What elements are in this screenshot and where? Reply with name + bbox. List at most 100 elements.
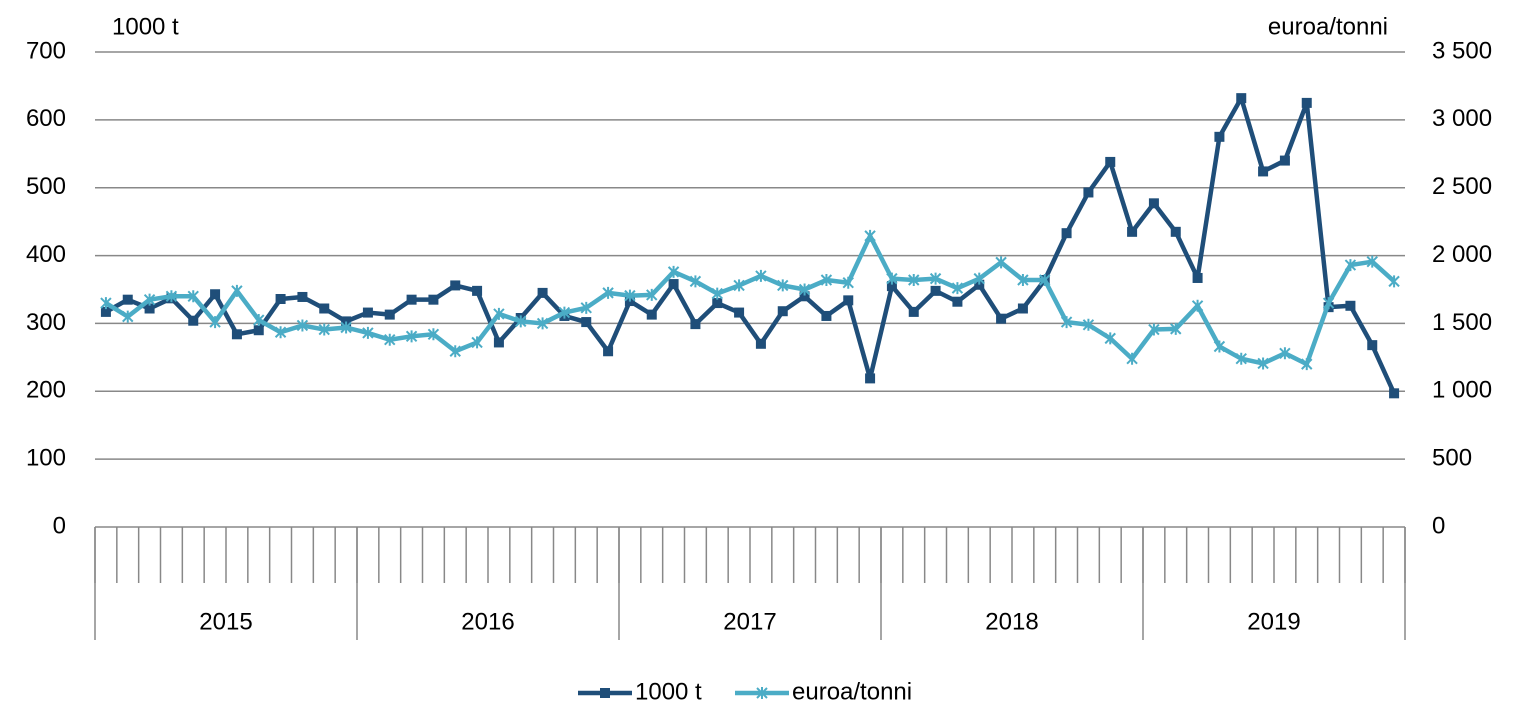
- y-tick-label: 500: [26, 173, 66, 200]
- marker: [275, 294, 286, 304]
- marker: [996, 313, 1007, 324]
- series: [100, 93, 1400, 399]
- marker: [297, 291, 308, 302]
- marker: [864, 229, 876, 242]
- marker: [1082, 318, 1095, 331]
- marker: [384, 309, 395, 320]
- marker: [689, 275, 702, 288]
- marker: [319, 303, 330, 314]
- marker: [755, 269, 767, 282]
- marker: [1192, 272, 1203, 283]
- y-tick-label: 200: [26, 377, 66, 404]
- y2-tick-label: 500: [1432, 444, 1472, 471]
- marker: [1388, 275, 1400, 288]
- marker: [798, 283, 811, 296]
- marker: [865, 373, 876, 384]
- marker: [1126, 352, 1138, 365]
- marker: [231, 329, 242, 340]
- marker: [1301, 97, 1312, 108]
- series: [100, 229, 1400, 371]
- y-tick-label: 100: [26, 444, 66, 471]
- y-tick-label: 700: [26, 37, 66, 64]
- marker: [777, 306, 788, 317]
- marker: [690, 319, 701, 330]
- year-label: 2017: [723, 608, 776, 635]
- marker: [536, 317, 549, 330]
- marker: [209, 316, 221, 329]
- marker: [952, 296, 963, 307]
- marker: [144, 303, 155, 314]
- marker: [624, 289, 636, 302]
- marker: [995, 256, 1007, 269]
- marker: [886, 281, 897, 292]
- marker: [493, 307, 505, 320]
- marker: [187, 290, 199, 303]
- y2-tick-label: 2 500: [1432, 173, 1492, 200]
- marker: [1017, 274, 1029, 286]
- year-label: 2015: [199, 608, 252, 635]
- marker: [1061, 228, 1072, 239]
- line: [104, 95, 1397, 395]
- y-tick-label: 600: [26, 105, 66, 132]
- marker: [450, 280, 461, 291]
- legend-label: euroa/tonni: [792, 678, 912, 705]
- marker: [1257, 357, 1269, 370]
- marker: [1083, 187, 1094, 198]
- marker: [471, 336, 483, 349]
- marker: [1191, 299, 1204, 312]
- marker: [1214, 131, 1225, 142]
- marker: [908, 274, 920, 286]
- marker: [537, 287, 548, 298]
- marker: [1039, 274, 1051, 286]
- marker: [253, 325, 264, 336]
- marker: [1366, 255, 1378, 268]
- marker: [1367, 340, 1378, 351]
- marker: [842, 276, 854, 289]
- marker: [1389, 388, 1400, 399]
- marker: [472, 285, 483, 296]
- y-tick-label: 300: [26, 309, 66, 336]
- marker: [1279, 155, 1290, 166]
- marker: [646, 288, 658, 301]
- year-label: 2019: [1247, 608, 1300, 635]
- y2-tick-label: 1 000: [1432, 377, 1492, 404]
- marker: [974, 279, 985, 290]
- marker: [581, 317, 592, 328]
- marker: [1344, 259, 1357, 272]
- legend-label: 1000 t: [635, 678, 702, 705]
- marker: [558, 306, 571, 319]
- marker: [1170, 322, 1182, 335]
- marker: [711, 287, 723, 300]
- marker: [1104, 332, 1116, 345]
- marker: [427, 328, 440, 341]
- marker: [603, 346, 614, 357]
- marker: [820, 274, 833, 286]
- marker: [821, 310, 832, 321]
- marker: [122, 310, 134, 323]
- marker: [231, 284, 243, 297]
- marker: [1301, 358, 1313, 371]
- marker: [122, 294, 133, 305]
- marker: [405, 330, 418, 343]
- y-tick-label: 0: [53, 512, 66, 539]
- marker: [734, 307, 745, 318]
- marker: [274, 326, 287, 339]
- marker: [667, 265, 680, 278]
- y2-tick-label: 0: [1432, 512, 1445, 539]
- marker: [1235, 352, 1247, 365]
- marker: [886, 272, 898, 285]
- marker: [777, 279, 789, 292]
- marker: [646, 309, 657, 320]
- marker: [253, 314, 265, 327]
- marker: [1236, 93, 1247, 104]
- marker: [843, 295, 854, 306]
- marker: [1213, 340, 1226, 353]
- y2-tick-label: 1 500: [1432, 309, 1492, 336]
- marker: [1322, 297, 1335, 310]
- y2-axis-title: euroa/tonni: [1268, 13, 1388, 40]
- y-tick-label: 400: [26, 241, 66, 268]
- marker: [1345, 300, 1356, 311]
- marker: [100, 297, 112, 310]
- marker: [1127, 226, 1138, 237]
